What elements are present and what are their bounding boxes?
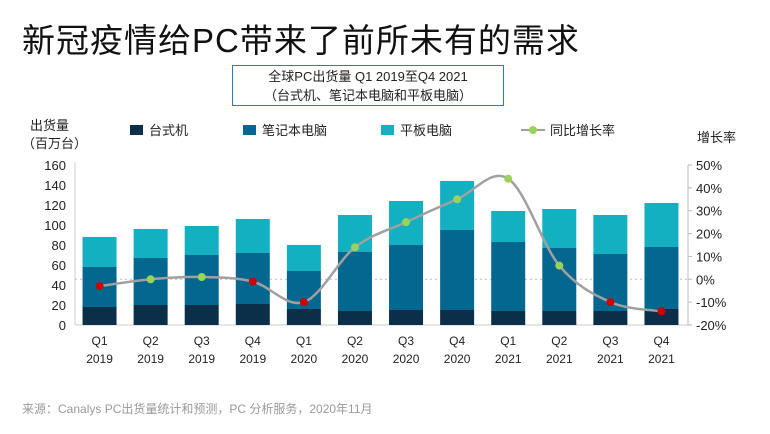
- bar-2: [337, 252, 372, 311]
- x-tick-year: 2019: [137, 352, 164, 366]
- chart-title-box: 全球PC出货量 Q1 2019至Q4 2021 （台式机、笔记本电脑和平板电脑）: [232, 65, 504, 106]
- x-tick-quarter: Q4: [245, 334, 261, 348]
- y-axis-label: 出货量: [30, 118, 69, 133]
- y-tick-label: 80: [52, 238, 66, 253]
- legend-label-3: 平板电脑: [400, 123, 452, 138]
- bar-2: [440, 230, 475, 310]
- x-tick-quarter: Q1: [500, 334, 516, 348]
- y-tick-label: 20: [52, 298, 66, 313]
- bar-3: [491, 211, 526, 242]
- bar-3: [133, 229, 168, 258]
- x-tick-quarter: Q3: [602, 334, 618, 348]
- bar-3: [644, 203, 679, 247]
- bar-1: [491, 311, 526, 325]
- legend-label-1: 台式机: [149, 123, 188, 138]
- legend-swatch-2: [243, 125, 256, 135]
- growth-point: [299, 298, 308, 307]
- growth-line: [99, 174, 662, 313]
- bar-1: [235, 304, 270, 325]
- x-tick-year: 2019: [188, 352, 215, 366]
- x-tick-quarter: Q3: [398, 334, 414, 348]
- y-tick-label: 40: [52, 278, 66, 293]
- x-tick-year: 2019: [239, 352, 266, 366]
- bar-3: [184, 226, 219, 255]
- bar-1: [82, 307, 117, 325]
- growth-point: [350, 243, 359, 252]
- x-tick-year: 2021: [597, 352, 624, 366]
- y-tick-label: 0: [59, 318, 66, 333]
- bar-3: [82, 237, 117, 267]
- bar-1: [644, 309, 679, 325]
- x-tick-year: 2020: [291, 352, 318, 366]
- x-tick-quarter: Q2: [143, 334, 159, 348]
- x-tick-quarter: Q1: [92, 334, 108, 348]
- bar-1: [184, 305, 219, 325]
- growth-point: [248, 277, 257, 286]
- x-tick-quarter: Q2: [347, 334, 363, 348]
- y2-tick-label: 0%: [696, 272, 715, 287]
- bar-1: [389, 310, 424, 325]
- y-tick-label: 100: [44, 218, 66, 233]
- bar-3: [286, 245, 321, 271]
- bar-2: [389, 245, 424, 310]
- legend-marker: [529, 126, 537, 134]
- growth-point: [95, 282, 104, 291]
- x-tick-quarter: Q4: [449, 334, 465, 348]
- x-tick-year: 2019: [86, 352, 113, 366]
- bar-1: [133, 305, 168, 325]
- bar-1: [286, 309, 321, 325]
- chart-subtitle: （台式机、笔记本电脑和平板电脑）: [263, 88, 472, 103]
- legend-label-growth: 同比增长率: [550, 123, 615, 138]
- y2-axis-label: 增长率: [697, 130, 736, 145]
- growth-point: [657, 307, 666, 316]
- growth-point: [606, 298, 615, 307]
- slide-title: 新冠疫情给PC带来了前所未有的需求: [22, 22, 580, 59]
- bar-2: [644, 247, 679, 309]
- growth-point: [146, 275, 155, 284]
- x-tick-quarter: Q4: [653, 334, 669, 348]
- growth-point: [402, 218, 411, 227]
- y-axis-label-unit: （百万台）: [22, 136, 87, 151]
- x-tick-year: 2020: [444, 352, 471, 366]
- bar-3: [542, 209, 577, 248]
- y-tick-label: 140: [44, 178, 66, 193]
- legend-swatch-1: [130, 125, 143, 135]
- x-tick-year: 2021: [648, 352, 675, 366]
- growth-point: [453, 195, 462, 204]
- x-tick-quarter: Q3: [194, 334, 210, 348]
- y2-tick-label: -20%: [696, 318, 727, 333]
- chart-title: 全球PC出货量 Q1 2019至Q4 2021: [268, 69, 468, 84]
- bar-1: [542, 311, 577, 325]
- y2-tick-label: 10%: [696, 249, 722, 264]
- x-tick-year: 2020: [342, 352, 369, 366]
- y-tick-label: 60: [52, 258, 66, 273]
- y-tick-label: 160: [44, 158, 66, 173]
- y2-tick-label: 20%: [696, 227, 722, 242]
- x-tick-year: 2021: [546, 352, 573, 366]
- bar-2: [542, 248, 577, 311]
- legend-swatch-3: [381, 125, 394, 135]
- bar-3: [235, 219, 270, 253]
- y2-tick-label: -10%: [696, 295, 727, 310]
- bar-3: [593, 215, 628, 254]
- growth-point: [555, 261, 564, 270]
- y2-tick-label: 50%: [696, 158, 722, 173]
- bar-2: [491, 242, 526, 311]
- source-note: 来源：Canalys PC出货量统计和预测，PC 分析服务，2020年11月: [22, 402, 373, 416]
- y2-tick-label: 30%: [696, 204, 722, 219]
- bar-1: [337, 311, 372, 325]
- x-tick-year: 2021: [495, 352, 522, 366]
- legend-label-2: 笔记本电脑: [262, 123, 327, 138]
- y-tick-label: 120: [44, 198, 66, 213]
- bar-1: [440, 310, 475, 325]
- growth-point: [197, 273, 206, 281]
- bar-1: [593, 311, 628, 325]
- growth-point: [504, 174, 513, 183]
- x-tick-quarter: Q1: [296, 334, 312, 348]
- x-tick-quarter: Q2: [551, 334, 567, 348]
- x-tick-year: 2020: [393, 352, 420, 366]
- y2-tick-label: 40%: [696, 181, 722, 196]
